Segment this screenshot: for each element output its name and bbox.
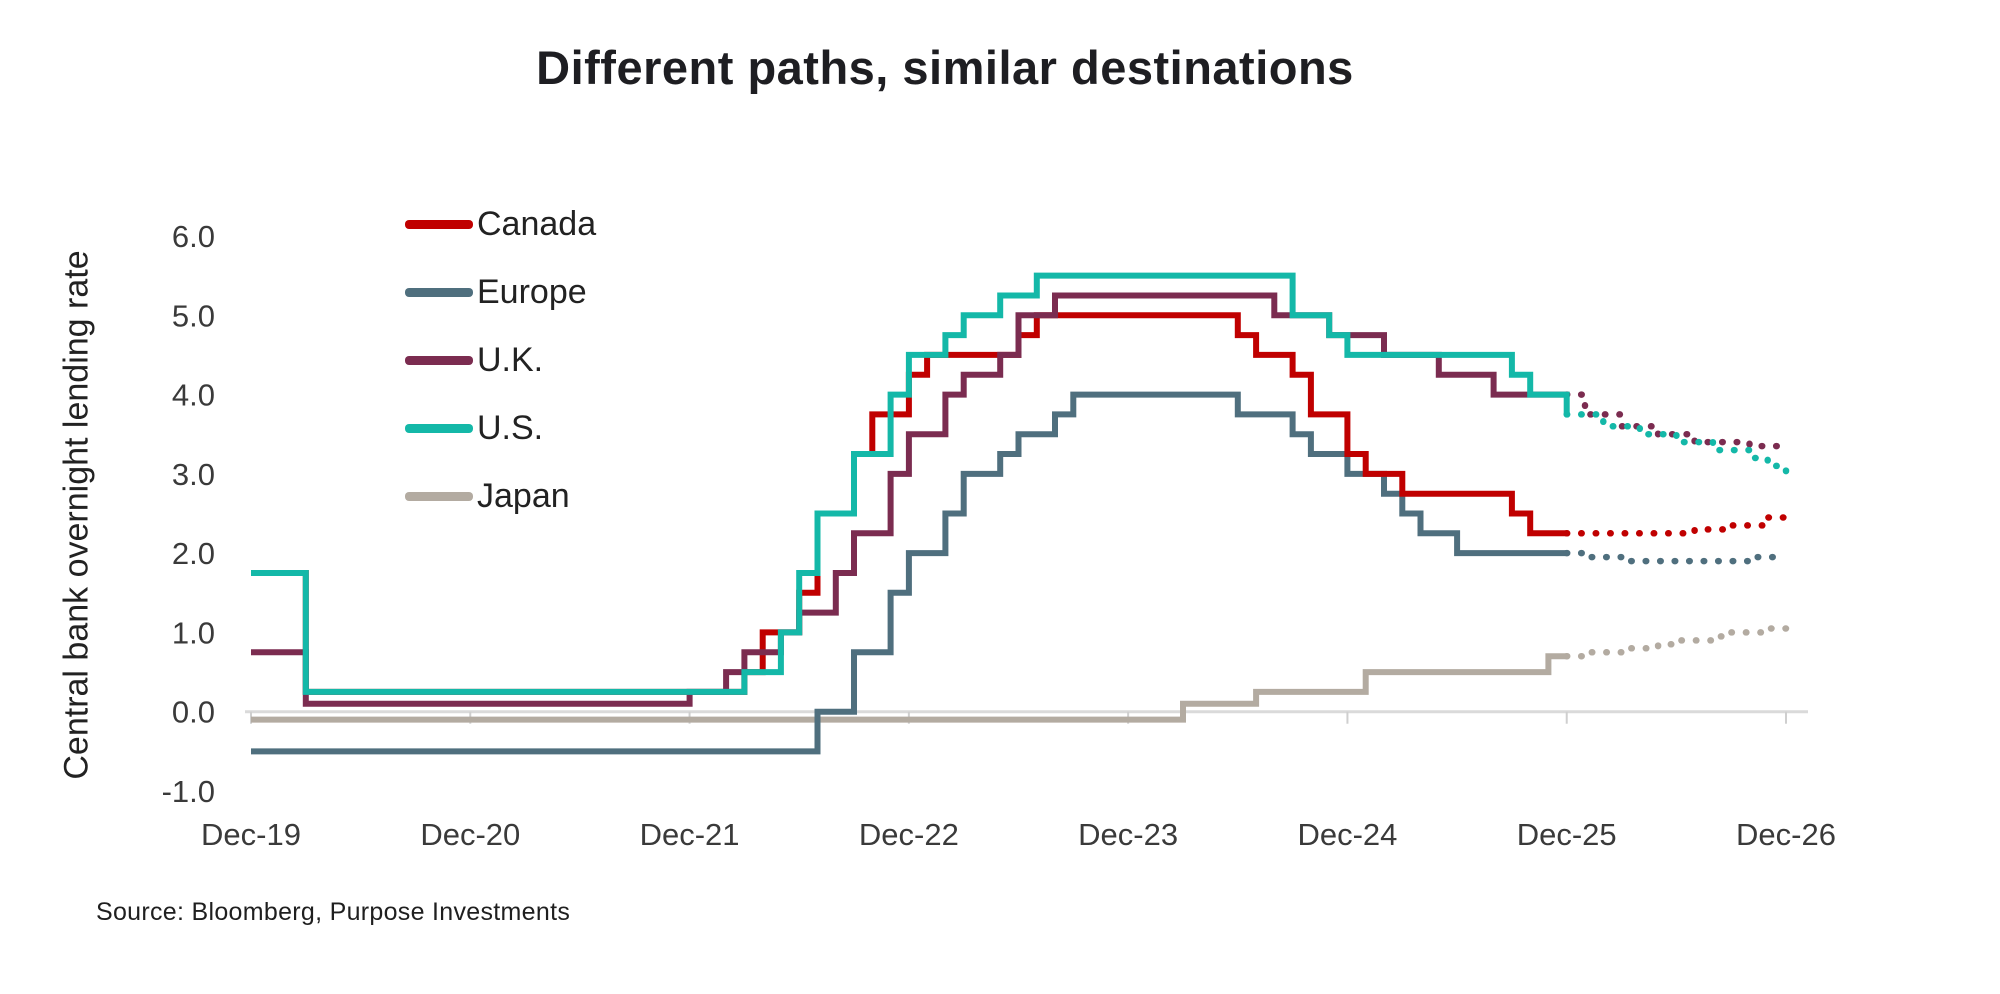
legend-label-japan: Japan <box>477 476 570 515</box>
legend-item-uk: U.K. <box>405 326 596 394</box>
legend: Canada Europe U.K. U.S. Japan <box>405 190 596 530</box>
japan-forecast-line <box>1563 621 1790 660</box>
europe-forecast-line <box>1563 549 1790 565</box>
legend-item-japan: Japan <box>405 462 596 530</box>
y-tick-label: -1.0 <box>162 774 215 809</box>
canada-line-swatch <box>405 219 473 229</box>
y-tick-label: 5.0 <box>172 298 215 333</box>
us-forecast-line <box>1563 411 1790 478</box>
x-tick-label: Dec-19 <box>201 817 301 852</box>
us-rate-line <box>251 272 1570 695</box>
europe-line-swatch <box>405 287 473 297</box>
chart-title: Different paths, similar destinations <box>536 41 1354 94</box>
uk-forecast-line <box>1563 391 1790 454</box>
legend-item-us: U.S. <box>405 394 596 462</box>
legend-item-europe: Europe <box>405 258 596 326</box>
y-tick-label: 1.0 <box>172 615 215 650</box>
us-line-swatch <box>405 423 473 433</box>
x-tick-label: Dec-24 <box>1297 817 1397 852</box>
x-tick-label: Dec-21 <box>640 817 740 852</box>
x-tick-label: Dec-20 <box>420 817 520 852</box>
y-tick-label: 0.0 <box>172 695 215 730</box>
x-tick-label: Dec-23 <box>1078 817 1178 852</box>
legend-label-canada: Canada <box>477 204 597 243</box>
canada-forecast-line <box>1563 514 1790 537</box>
legend-label-europe: Europe <box>477 272 587 311</box>
y-tick-label: 2.0 <box>172 536 215 571</box>
y-tick-label: 3.0 <box>172 457 215 492</box>
japan-line-swatch <box>405 491 473 501</box>
x-tick-label: Dec-22 <box>859 817 959 852</box>
x-tick-label: Dec-26 <box>1736 817 1836 852</box>
legend-label-us: U.S. <box>477 408 544 447</box>
uk-line-swatch <box>405 355 473 365</box>
japan-rate-line <box>251 653 1567 723</box>
y-tick-label: 4.0 <box>172 378 215 413</box>
source-note: Source: Bloomberg, Purpose Investments <box>96 898 571 926</box>
y-tick-label: 6.0 <box>172 219 215 254</box>
x-tick-label: Dec-25 <box>1517 817 1617 852</box>
legend-item-canada: Canada <box>405 190 596 258</box>
legend-label-uk: U.K. <box>477 340 544 379</box>
